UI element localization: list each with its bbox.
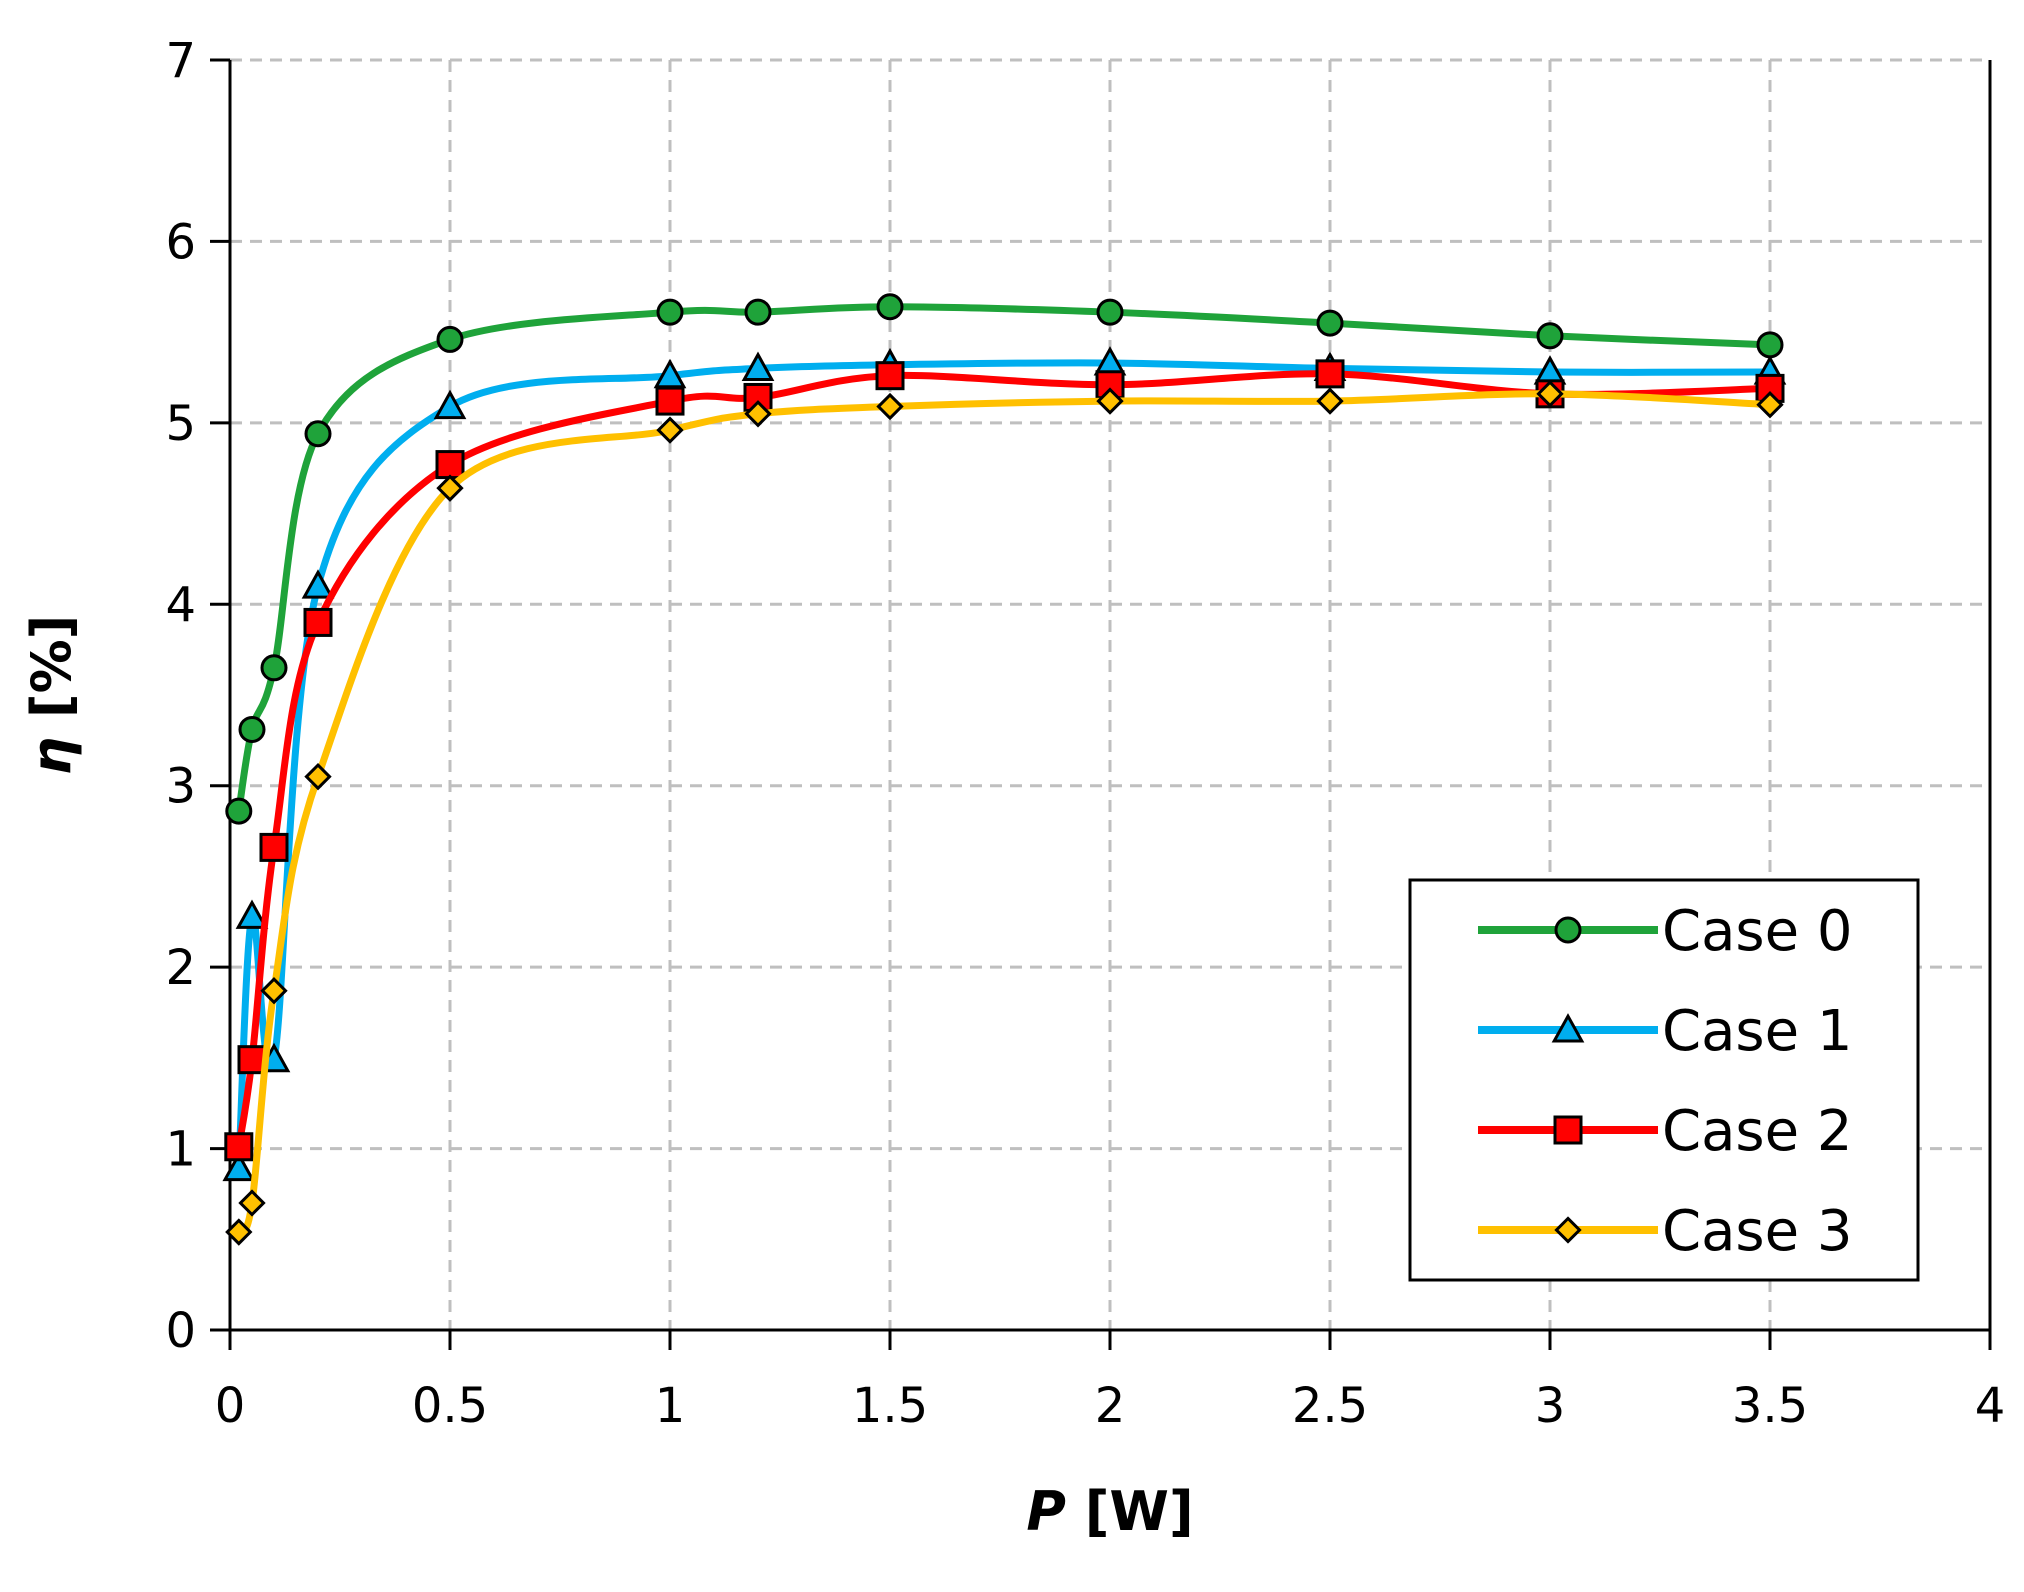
y-tick-label: 1	[165, 1122, 196, 1178]
data-point	[744, 400, 772, 428]
data-point	[655, 386, 685, 416]
legend-item: Case 1	[1478, 999, 1852, 1064]
data-point	[222, 1151, 256, 1182]
x-tick-label: 0.5	[412, 1378, 488, 1434]
data-point	[876, 392, 904, 421]
data-point	[875, 361, 905, 391]
series-line	[235, 303, 1774, 815]
data-point	[225, 797, 253, 825]
data-point	[1536, 380, 1564, 408]
x-tick-label: 3.5	[1732, 1378, 1808, 1434]
data-point	[1096, 387, 1124, 415]
data-point	[303, 607, 333, 637]
data-point	[235, 899, 269, 929]
data-point	[224, 1132, 254, 1162]
x-tick-label: 1	[655, 1378, 686, 1434]
data-point	[436, 474, 464, 502]
data-point	[656, 298, 684, 326]
legend-item: Case 0	[1478, 899, 1852, 964]
legend-marker	[1553, 1115, 1583, 1145]
y-tick-label: 6	[165, 214, 196, 270]
data-point	[1316, 387, 1344, 415]
data-point	[1316, 309, 1344, 337]
x-tick-label: 2.5	[1292, 1378, 1368, 1434]
data-point	[744, 298, 772, 326]
y-axis-title: η [%]	[20, 615, 83, 776]
axes: 0 1 2 3 4 5 6 7 0 0.5 1 1.5 2 2.5 3 3.5 4	[165, 33, 2005, 1434]
data-point	[1536, 322, 1564, 350]
legend-item: Case 3	[1478, 1199, 1852, 1264]
legend-label: Case 1	[1662, 999, 1852, 1064]
x-axis-symbol: P	[1026, 1480, 1066, 1543]
data-point	[433, 389, 467, 420]
legend-label: Case 0	[1662, 899, 1852, 964]
legend-box	[1408, 878, 1920, 1282]
data-point	[656, 416, 684, 444]
data-point	[1756, 391, 1784, 419]
legend-item: Case 2	[1478, 1099, 1852, 1164]
y-axis-unit-text: [%]	[20, 615, 83, 718]
x-axis-unit-text: [W]	[1085, 1480, 1194, 1543]
data-point	[741, 351, 775, 381]
x-tick-label: 0	[215, 1378, 246, 1434]
legend-marker	[1554, 1216, 1582, 1244]
legend: Case 0 Case 1 Case 2 Case 3	[1408, 878, 1920, 1282]
legend-label: Case 3	[1662, 1199, 1852, 1264]
data-point	[260, 654, 288, 682]
data-point	[260, 977, 288, 1005]
legend-label: Case 2	[1662, 1099, 1852, 1164]
data-point	[237, 1045, 267, 1075]
data-series	[222, 293, 1787, 1246]
x-axis-title: P [W]	[1026, 1480, 1193, 1543]
x-tick-label: 3	[1535, 1378, 1566, 1434]
series-line	[235, 390, 1774, 1236]
y-tick-label: 7	[165, 33, 196, 89]
x-tick-label: 4	[1975, 1378, 2006, 1434]
data-point	[304, 420, 332, 448]
y-tick-label: 2	[165, 940, 196, 996]
legend-marker	[1554, 916, 1582, 944]
y-tick-label: 0	[165, 1303, 196, 1359]
data-point	[301, 569, 335, 599]
data-point	[304, 762, 332, 791]
data-point	[876, 293, 904, 321]
y-axis-symbol: η	[20, 737, 83, 775]
legend-marker	[1551, 1013, 1585, 1043]
y-tick-label: 3	[165, 759, 196, 815]
data-point	[238, 1189, 266, 1217]
x-tick-label: 1.5	[852, 1378, 928, 1434]
data-point	[238, 715, 266, 743]
data-point	[435, 450, 465, 480]
x-tick-label: 2	[1095, 1378, 1126, 1434]
data-point	[1315, 359, 1345, 389]
y-tick-label: 4	[165, 577, 196, 633]
series-case-3	[225, 380, 1784, 1246]
data-point	[1756, 331, 1784, 359]
data-point	[1096, 298, 1124, 326]
data-point	[436, 325, 464, 353]
data-point	[225, 1218, 253, 1246]
y-tick-label: 5	[165, 396, 196, 452]
data-point	[259, 832, 289, 862]
series-case-0	[225, 293, 1784, 825]
